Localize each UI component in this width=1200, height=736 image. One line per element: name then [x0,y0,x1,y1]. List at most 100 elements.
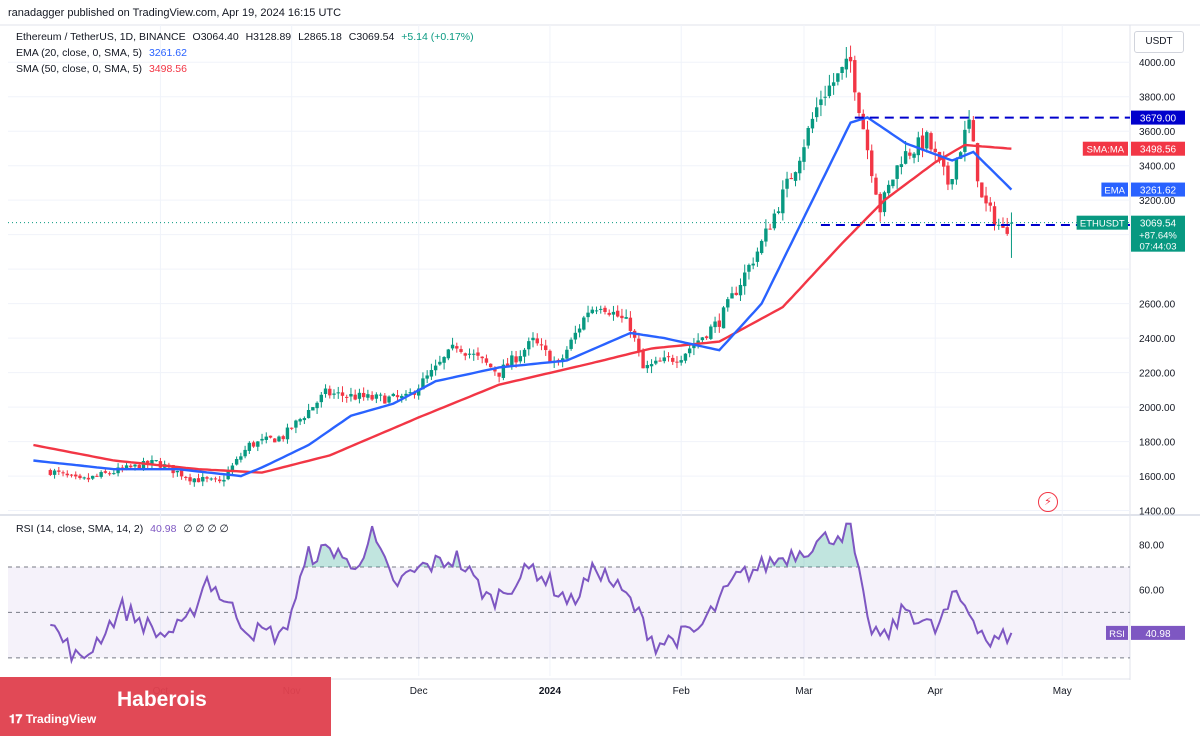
ohlc-close: C3069.54 [348,31,395,43]
candle-body [975,143,980,182]
lightning-icon[interactable]: ⚡ [1038,492,1058,512]
candle-body [755,251,760,262]
ema-legend[interactable]: EMA (20, close, 0, SMA, 5) 3261.62 [16,47,187,59]
candle-body [768,228,772,230]
series-name-tag [1076,215,1128,230]
price-tick-label: 1400.00 [1139,507,1176,518]
candle-body [357,392,362,399]
tradingview-logo: 𝟏𝟕 TradingView [9,712,96,727]
candle-body [268,435,273,438]
candle-body [336,392,340,394]
candle-body [586,312,590,318]
candle-body [531,337,535,341]
candle-body [281,436,285,440]
candle-body [814,107,819,118]
candle-body [243,449,247,457]
price-tick-label: 2600.00 [1139,300,1176,311]
candle-body [582,317,586,330]
candle-body [870,150,874,177]
candle-body [895,165,899,179]
tv-logo-text: TradingView [25,712,97,726]
price-tick-label: 3600.00 [1139,127,1176,138]
candle-body [1005,227,1009,234]
candle-body [611,311,616,315]
candle-body [188,477,192,482]
candle-body [154,460,158,462]
candle-body [823,96,827,98]
candle-body [234,459,239,465]
candle-body [514,356,518,363]
candle-body [726,299,730,308]
price-axis: 1400.00 1600.00 1800.00 2000.00 2200.00 2400.… [8,58,1176,518]
candle-body [137,464,141,470]
candle-body [391,393,395,397]
watermark-badge [0,677,331,736]
time-tick-label: Feb [673,686,691,697]
candle-body [916,137,921,156]
candle-body [802,147,806,162]
candle-body [361,392,366,398]
candle-body [950,178,954,185]
rsi-name-label: RSI [1109,629,1125,640]
candle-body [353,394,357,400]
rsi-value-label: 40.98 [1145,629,1170,640]
candle-body [539,344,544,346]
candle-body [205,477,209,479]
candle-body [903,151,908,164]
candle-body [819,99,823,106]
candle-body [675,361,679,363]
candle-body [416,388,421,396]
candle-body [222,479,226,482]
candle-body [48,470,53,475]
price-tag-value: 3498.56 [1140,145,1177,156]
time-tick-label: 2024 [539,686,562,697]
candle-body [400,395,404,399]
candle-body [831,82,836,86]
candle-body [425,375,429,379]
candle-body [967,119,971,129]
candle-body [671,357,675,362]
candle-body [289,427,294,429]
candle-body [603,307,607,312]
sma-label: SMA (50, close, 0, SMA, 5) [16,63,143,75]
candle-body [146,460,150,465]
candle-body [810,118,815,129]
candle-body [370,394,374,400]
candle-body [433,365,438,371]
candle-body [395,395,400,398]
candle-body [666,356,671,358]
ohlc-open: O3064.40 [192,31,239,43]
candle-body [65,473,69,476]
candle-body [383,395,387,404]
symbol-legend: Ethereum / TetherUS, 1D, BINANCE O3064.4… [16,31,474,43]
rsi-line [50,522,1013,665]
currency-button[interactable]: USDT [1134,31,1184,53]
candle-body [764,228,768,242]
rsi-name-tag [1106,625,1128,640]
candle-body [112,473,116,475]
candle-body [69,474,74,476]
candle-body [213,478,218,480]
candle-body [298,419,302,422]
ohlc-high: H3128.89 [245,31,292,43]
candle-body [472,353,476,355]
publish-info: ranadagger published on TradingView.com,… [8,7,342,19]
price-tag [1131,215,1185,252]
candle-body [315,402,319,409]
candle-body [891,179,895,187]
candle-body [683,353,688,361]
candle-body [942,159,946,167]
candle-body [984,195,988,204]
candle-body [912,153,916,158]
candle-body [641,350,645,369]
sma-legend[interactable]: SMA (50, close, 0, SMA, 5) 3498.56 [16,63,187,75]
candle-body [150,460,154,464]
candle-body [908,152,912,156]
candle-body [692,344,696,349]
ema20-line [33,116,1013,478]
candle-body [747,264,751,272]
candle-body [408,392,412,394]
price-tick-label: 3200.00 [1139,196,1176,207]
rsi-legend[interactable]: RSI (14, close, SMA, 14, 2) 40.98 ∅ ∅ ∅ … [16,523,229,535]
